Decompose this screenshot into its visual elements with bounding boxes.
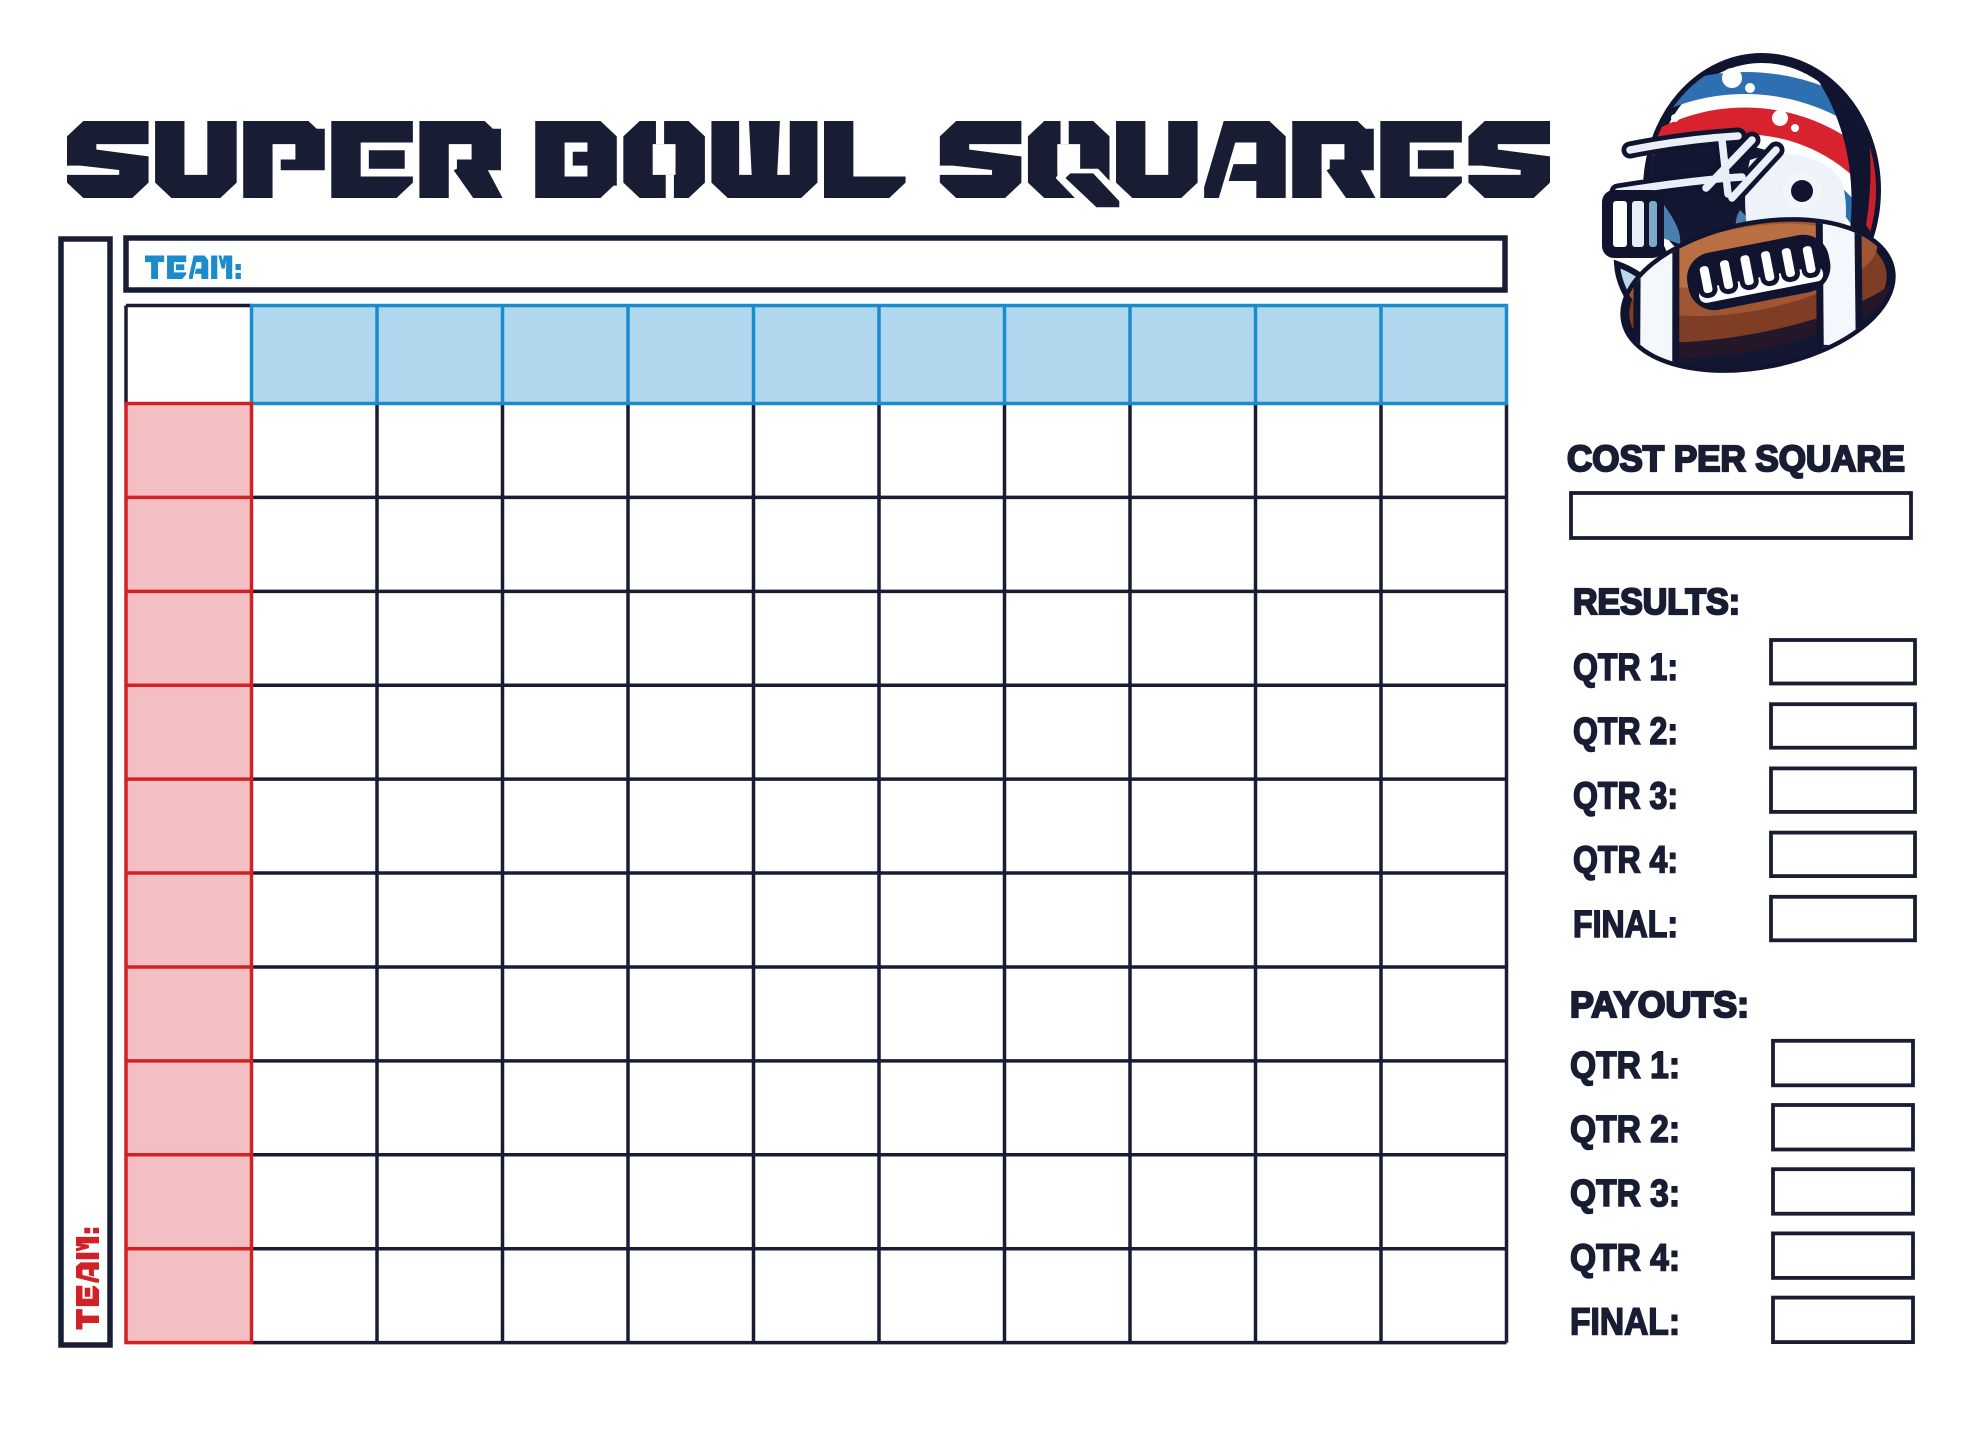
svg-text:QTR 2:: QTR 2: bbox=[1573, 711, 1678, 753]
svg-text:PAYOUTS:: PAYOUTS: bbox=[1570, 984, 1749, 1025]
svg-text:QTR 1:: QTR 1: bbox=[1570, 1045, 1680, 1087]
svg-text:QTR 3:: QTR 3: bbox=[1570, 1173, 1680, 1215]
svg-text:QTR 2:: QTR 2: bbox=[1570, 1109, 1680, 1151]
svg-text:COST PER SQUARE: COST PER SQUARE bbox=[1567, 438, 1905, 479]
svg-text:QTR 4:: QTR 4: bbox=[1573, 840, 1678, 882]
svg-text:FINAL:: FINAL: bbox=[1570, 1302, 1680, 1344]
svg-text:FINAL:: FINAL: bbox=[1573, 904, 1678, 946]
svg-text:RESULTS:: RESULTS: bbox=[1573, 581, 1740, 622]
svg-text:QTR 4:: QTR 4: bbox=[1570, 1237, 1680, 1279]
svg-text:QTR 1:: QTR 1: bbox=[1573, 647, 1678, 689]
svg-text:QTR 3:: QTR 3: bbox=[1573, 775, 1678, 817]
